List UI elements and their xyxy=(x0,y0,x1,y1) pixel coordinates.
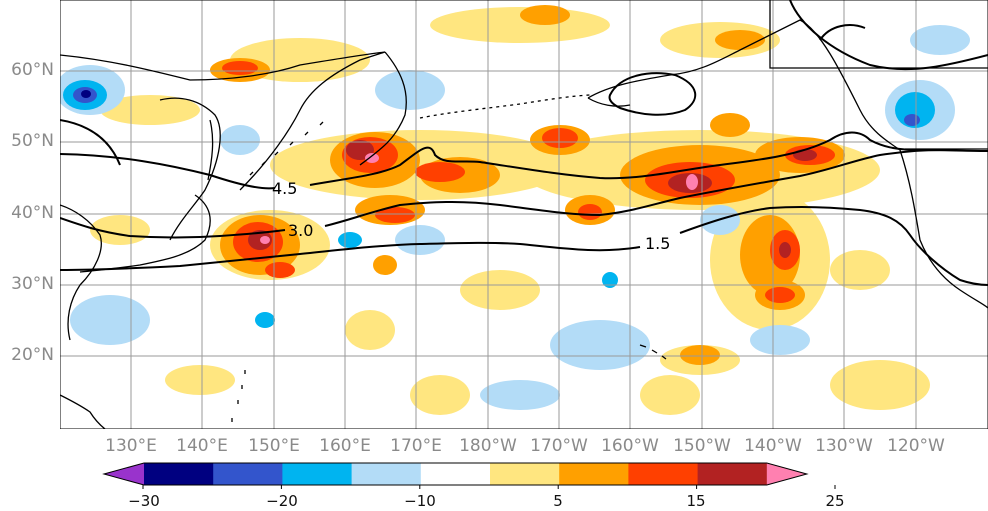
lat-label-20n: 20°N xyxy=(11,345,54,365)
colorbar-segment xyxy=(144,463,214,485)
colorbar-segment xyxy=(282,463,353,485)
colorbar-segment xyxy=(351,463,422,485)
lat-label-50n: 50°N xyxy=(11,131,54,151)
colorbar-segment xyxy=(420,463,491,485)
lon-label-130w: 130°W xyxy=(815,436,873,456)
colorbar-tick-label: −10 xyxy=(404,492,436,510)
colorbar-tick-label: −30 xyxy=(128,492,160,510)
lon-label-150w: 150°W xyxy=(673,436,731,456)
lon-label-150e: 150°E xyxy=(248,436,300,456)
colorbar-outline xyxy=(102,462,809,486)
colorbar-segment xyxy=(213,463,283,485)
colorbar-extend-high xyxy=(766,463,807,485)
map-gridlines xyxy=(60,0,988,429)
lon-label-180w: 180°W xyxy=(459,436,517,456)
coastlines xyxy=(60,0,988,429)
colorbar-tick-label: 15 xyxy=(686,492,706,510)
contour-label-4-5: 4.5 xyxy=(272,179,297,198)
lat-label-30n: 30°N xyxy=(11,274,54,294)
lat-label-40n: 40°N xyxy=(11,203,54,223)
contour-lines xyxy=(60,0,988,286)
colorbar-segment xyxy=(697,463,768,485)
lon-label-170w: 170°W xyxy=(530,436,588,456)
lon-label-170e: 170°E xyxy=(390,436,442,456)
colorbar-segment xyxy=(559,463,629,485)
lon-label-160e: 160°E xyxy=(319,436,371,456)
contour-label-3-0: 3.0 xyxy=(288,221,313,240)
map-panel: 4.5 3.0 1.5 xyxy=(60,0,988,429)
lon-label-130e: 130°E xyxy=(105,436,157,456)
colorbar-segment xyxy=(628,463,699,485)
lon-label-140e: 140°E xyxy=(176,436,228,456)
lon-label-140w: 140°W xyxy=(744,436,802,456)
colorbar-tick-label: 5 xyxy=(553,492,563,510)
colorbar-tick-label: 25 xyxy=(825,492,845,510)
colorbar-extend-low xyxy=(104,463,144,485)
colorbar xyxy=(102,462,836,489)
contour-label-1-5: 1.5 xyxy=(645,234,670,253)
lon-label-160w: 160°W xyxy=(601,436,659,456)
lat-label-60n: 60°N xyxy=(11,60,54,80)
colorbar-segment xyxy=(490,463,560,485)
colorbar-tick-label: −20 xyxy=(266,492,298,510)
lon-label-120w: 120°W xyxy=(887,436,945,456)
